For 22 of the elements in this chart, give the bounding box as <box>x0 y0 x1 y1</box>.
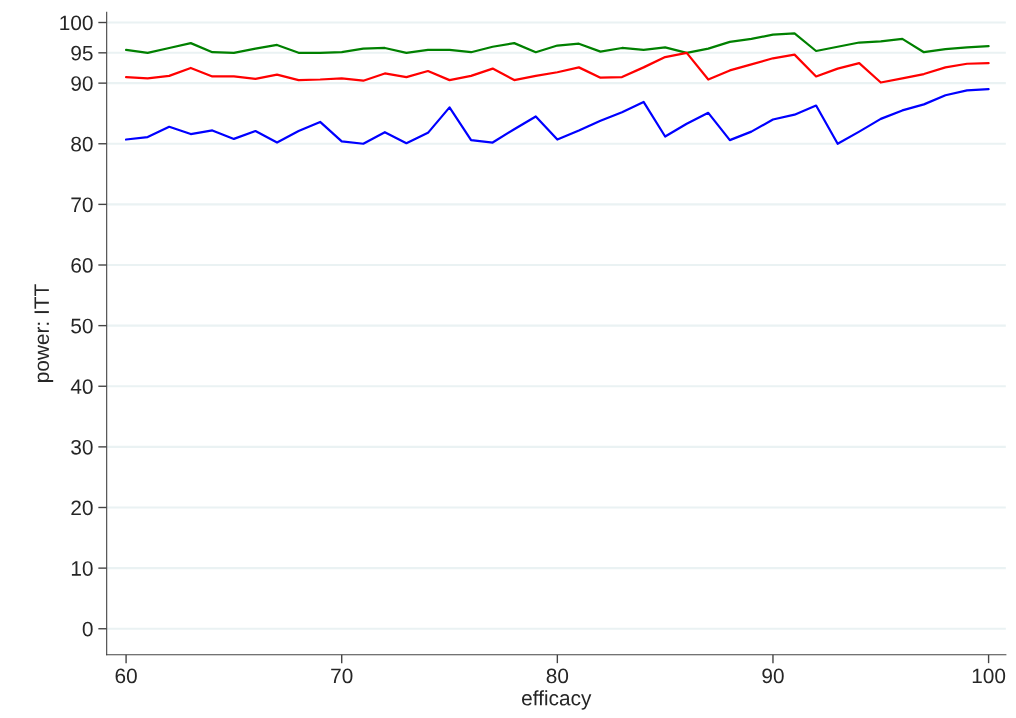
y-tick-label: 60 <box>71 258 93 273</box>
y-tick-label: 40 <box>70 379 93 395</box>
line-series <box>124 32 990 54</box>
line-series <box>124 51 990 84</box>
y-tick-label: 30 <box>71 439 93 455</box>
y-axis-title: power: ITT <box>34 284 54 382</box>
y-tick-label: 70 <box>71 197 93 213</box>
x-tick-label: 70 <box>331 668 353 684</box>
y-tick-label: 20 <box>71 500 93 516</box>
line-series <box>124 88 990 145</box>
x-tick-label: 60 <box>115 668 137 684</box>
x-tick-label: 80 <box>546 668 569 684</box>
y-tick-label: 90 <box>71 76 93 91</box>
x-tick-label: 90 <box>762 668 784 684</box>
y-tick-label: 0 <box>82 621 93 637</box>
x-tick-label: 100 <box>972 668 1006 684</box>
x-axis-title: efficacy <box>522 690 592 710</box>
y-tick-label: 80 <box>71 136 93 152</box>
y-tick-label: 95 <box>71 45 93 61</box>
y-tick-label: 50 <box>71 318 93 334</box>
y-tick-label: 10 <box>71 561 93 576</box>
y-tick-label: 100 <box>60 15 93 31</box>
